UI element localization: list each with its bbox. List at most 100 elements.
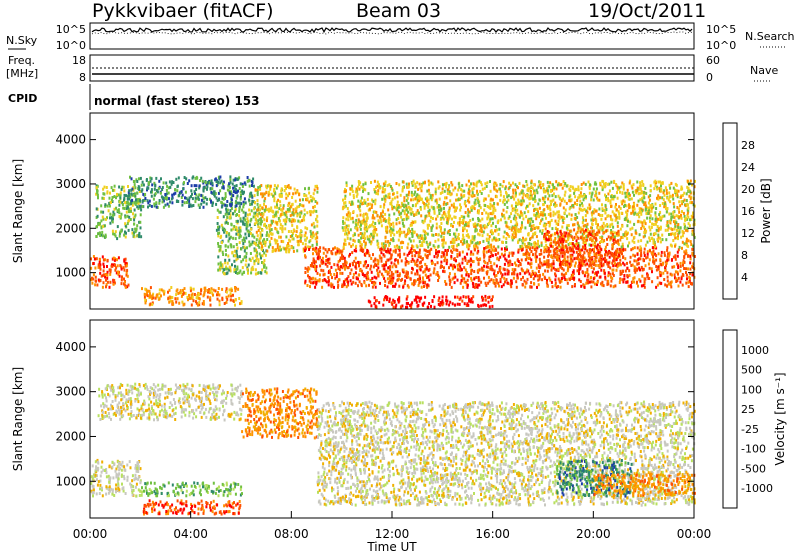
radar-cell	[380, 272, 383, 276]
radar-cell	[689, 257, 692, 261]
radar-cell	[217, 225, 219, 229]
radar-cell	[295, 230, 298, 234]
radar-cell	[479, 241, 481, 245]
radar-cell	[357, 218, 360, 222]
radar-cell	[249, 259, 252, 262]
radar-cell	[312, 252, 314, 256]
radar-cell	[92, 273, 95, 277]
radar-cell	[579, 258, 582, 262]
radar-cell	[538, 277, 541, 281]
radar-cell	[452, 205, 455, 209]
radar-cell	[255, 250, 258, 254]
radar-cell	[311, 243, 314, 247]
radar-cell	[404, 274, 407, 278]
radar-cell	[256, 190, 259, 194]
radar-cell	[563, 273, 566, 277]
radar-cell	[590, 280, 593, 284]
radar-cell	[306, 284, 309, 287]
radar-cell	[465, 273, 468, 277]
radar-cell	[515, 216, 518, 220]
radar-cell	[621, 245, 624, 249]
radar-cell	[421, 244, 424, 247]
radar-cell	[398, 284, 401, 288]
radar-cell	[535, 249, 538, 253]
radar-cell	[497, 221, 499, 225]
radar-cell	[597, 270, 600, 274]
radar-cell	[391, 188, 394, 192]
radar-cell	[534, 207, 537, 211]
radar-cell	[667, 258, 670, 262]
radar-cell	[268, 226, 271, 230]
radar-cell	[538, 275, 541, 279]
radar-cell	[225, 231, 228, 234]
radar-cell	[111, 196, 114, 199]
radar-cell	[581, 263, 584, 267]
radar-cell	[254, 222, 257, 226]
radar-cell	[530, 265, 533, 269]
radar-cell	[247, 219, 250, 223]
radar-cell	[342, 216, 345, 220]
radar-cell	[619, 263, 622, 267]
radar-cell	[499, 183, 502, 187]
radar-cell	[253, 235, 256, 239]
radar-cell	[235, 196, 238, 200]
radar-cell	[484, 261, 487, 265]
radar-cell	[366, 277, 368, 281]
radar-cell	[512, 251, 515, 255]
radar-cell	[339, 256, 342, 260]
radar-cell	[275, 214, 278, 218]
radar-cell	[262, 261, 265, 265]
radar-cell	[149, 292, 151, 296]
radar-cell	[604, 193, 606, 197]
radar-cell	[571, 285, 574, 289]
radar-cell	[263, 238, 266, 242]
radar-cell	[310, 232, 313, 236]
radar-cell	[285, 192, 288, 196]
radar-cell	[449, 263, 452, 267]
radar-cell	[462, 219, 465, 223]
radar-cell	[215, 196, 218, 200]
radar-cell	[384, 284, 386, 287]
radar-cell	[426, 250, 429, 253]
radar-cell	[540, 219, 543, 223]
radar-cell	[453, 263, 456, 267]
radar-cell	[573, 191, 576, 195]
radar-cell	[602, 284, 605, 288]
radar-cell	[504, 280, 506, 284]
radar-cell	[684, 252, 687, 256]
radar-cell	[218, 248, 221, 252]
radar-cell	[427, 198, 430, 202]
radar-cell	[303, 213, 306, 217]
radar-cell	[427, 284, 430, 288]
radar-cell	[139, 220, 142, 224]
radar-cell	[430, 198, 433, 202]
radar-cell	[144, 197, 147, 200]
radar-cell	[662, 261, 665, 265]
radar-cell	[599, 241, 601, 245]
radar-cell	[485, 303, 488, 307]
radar-cell	[265, 191, 268, 195]
radar-cell	[225, 253, 227, 257]
radar-cell	[519, 263, 522, 267]
radar-cell	[265, 186, 268, 190]
radar-cell	[581, 216, 584, 220]
radar-cell	[559, 265, 562, 269]
radar-cell	[203, 291, 206, 295]
radar-cell	[125, 264, 128, 268]
radar-cell	[337, 284, 340, 287]
radar-cell	[307, 274, 309, 278]
radar-cell	[158, 201, 161, 205]
radar-cell	[660, 184, 662, 188]
radar-cell	[679, 264, 682, 268]
radar-cell	[100, 219, 103, 223]
radar-cell	[362, 212, 365, 216]
radar-cell	[551, 194, 554, 198]
radar-cell	[551, 285, 554, 289]
radar-cell	[436, 261, 439, 265]
radar-cell	[105, 283, 108, 287]
radar-cell	[224, 267, 227, 271]
radar-cell	[283, 189, 286, 193]
radar-cell	[653, 232, 656, 236]
radar-cell	[528, 202, 531, 206]
radar-cell	[234, 201, 237, 205]
